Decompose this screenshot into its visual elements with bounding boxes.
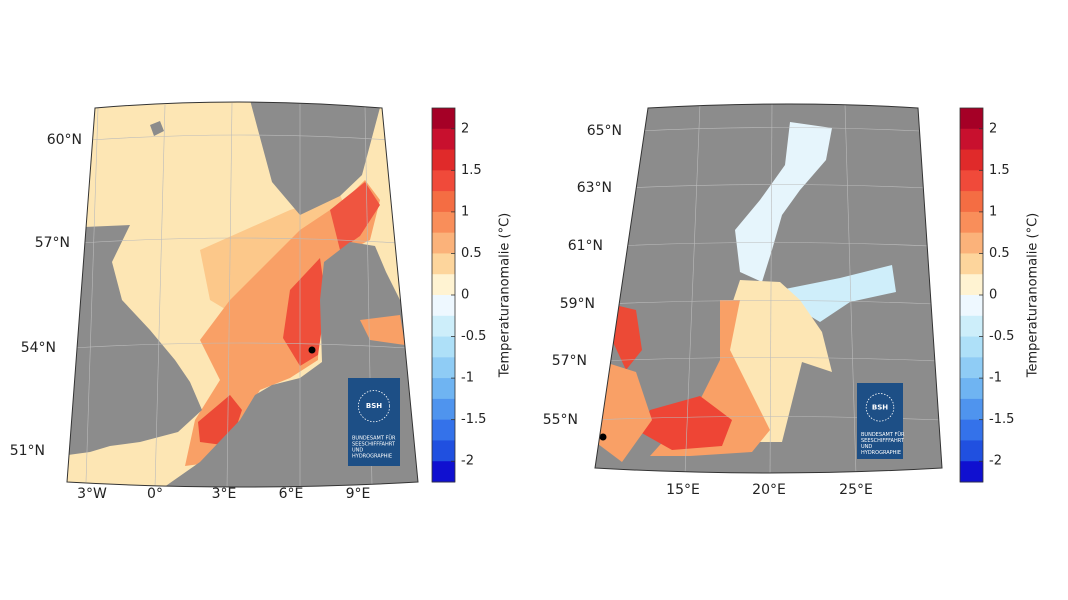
logo-text: UND	[352, 447, 363, 453]
colorbar-band	[960, 378, 983, 400]
colorbar-band	[960, 149, 983, 171]
colorbar-band	[960, 398, 983, 421]
colorbar-band	[960, 211, 983, 234]
latitude-label: 61°N	[568, 238, 603, 254]
colorbar-band	[432, 295, 455, 317]
colorbar-band	[432, 232, 455, 254]
colorbar-tick-label: 0.5	[461, 246, 482, 261]
logo-text: HYDROGRAPHIE	[352, 453, 392, 459]
colorbar-band	[432, 191, 455, 213]
colorbar-band	[432, 336, 455, 358]
longitude-label: 3°W	[77, 486, 107, 502]
colorbar-band	[432, 108, 455, 130]
logo-text: SEESCHIFFFAHRT	[861, 438, 905, 444]
colorbar-tick-label: 0	[461, 288, 469, 303]
colorbar-band	[960, 170, 983, 192]
colorbar-band	[432, 357, 455, 379]
colorbar-tick-label: -1	[989, 371, 1002, 386]
logo-text: BUNDESAMT FÜR	[352, 434, 396, 441]
colorbar-band	[960, 357, 983, 379]
latitude-label: 51°N	[10, 443, 45, 459]
colorbar-band	[960, 128, 983, 151]
logo-ring	[357, 390, 390, 423]
colorbar-tick-label: -0.5	[989, 329, 1014, 344]
logo-ring	[865, 393, 895, 422]
baltic-sea-map	[595, 104, 942, 473]
colorbar-band	[432, 170, 455, 192]
colorbar-band	[960, 295, 983, 317]
colorbar-band	[960, 315, 983, 338]
latitude-label: 60°N	[47, 132, 82, 148]
colorbar-tick-label: 1	[461, 204, 469, 219]
latitude-label: 57°N	[35, 235, 70, 251]
logo-text: UND	[861, 444, 872, 450]
colorbar-band	[960, 253, 983, 275]
colorbar-tick-label: 0.5	[989, 246, 1010, 261]
logo-text: HYDROGRAPHIE	[861, 450, 901, 456]
colorbar-label: Temperaturanomalie (°C)	[1026, 213, 1041, 379]
colorbar-tick-label: 2	[989, 121, 997, 136]
colorbar-band	[960, 440, 983, 462]
colorbar-band	[432, 128, 455, 151]
longitude-label: 20°E	[752, 482, 786, 498]
colorbar-band	[432, 419, 455, 441]
colorbar-tick-label: -1.5	[461, 412, 486, 427]
colorbar-band	[960, 232, 983, 254]
colorbar-band	[960, 191, 983, 213]
latitude-label: 55°N	[543, 412, 578, 428]
colorbar-band	[432, 253, 455, 275]
colorbar-tick-label: 1.5	[461, 163, 482, 178]
colorbar-band	[432, 461, 455, 483]
colorbar-band	[960, 461, 983, 483]
longitude-label: 25°E	[839, 482, 873, 498]
logo-mark: BSH	[366, 402, 382, 410]
colorbar-tick-label: 1.5	[989, 163, 1010, 178]
colorbar-band	[432, 149, 455, 171]
bsh-logo: BSH BUNDESAMT FÜRSEESCHIFFFAHRTUNDHYDROGR…	[348, 378, 400, 466]
colorbar-band	[432, 440, 455, 462]
colorbar-tick-label: -2	[461, 454, 474, 469]
logo-text: SEESCHIFFFAHRT	[352, 441, 396, 447]
longitude-label: 3°E	[212, 486, 237, 502]
latitude-label: 59°N	[560, 296, 595, 312]
bsh-logo: BSH BUNDESAMT FÜRSEESCHIFFFAHRTUNDHYDROGR…	[857, 383, 905, 459]
latitude-label: 63°N	[577, 180, 612, 196]
colorbar-band	[432, 211, 455, 234]
colorbar-tick-label: -0.5	[461, 329, 486, 344]
colorbar-band	[432, 274, 455, 296]
longitude-label: 6°E	[279, 486, 304, 502]
logo-text: BUNDESAMT FÜR	[861, 431, 905, 438]
latitude-label: 65°N	[587, 123, 622, 139]
colorbar-label: Temperaturanomalie (°C)	[498, 213, 513, 379]
colorbar-band	[960, 274, 983, 296]
colorbar-tick-label: -1	[461, 371, 474, 386]
latitude-label: 54°N	[21, 340, 56, 356]
colorbar-tick-label: -2	[989, 454, 1002, 469]
colorbar-band	[432, 378, 455, 400]
colorbar-tick-label: -1.5	[989, 412, 1014, 427]
colorbar-band	[960, 108, 983, 130]
colorbar-band	[432, 398, 455, 421]
colorbar-tick-label: 2	[461, 121, 469, 136]
colorbar-band	[432, 315, 455, 338]
colorbar-tick-label: 0	[989, 288, 997, 303]
latitude-label: 57°N	[552, 353, 587, 369]
colorbar-tick-label: 1	[989, 204, 997, 219]
longitude-label: 9°E	[346, 486, 371, 502]
logo-mark: BSH	[872, 403, 888, 411]
colorbar-band	[960, 336, 983, 358]
longitude-label: 0°	[147, 486, 163, 502]
longitude-label: 15°E	[666, 482, 700, 498]
colorbar-band	[960, 419, 983, 441]
